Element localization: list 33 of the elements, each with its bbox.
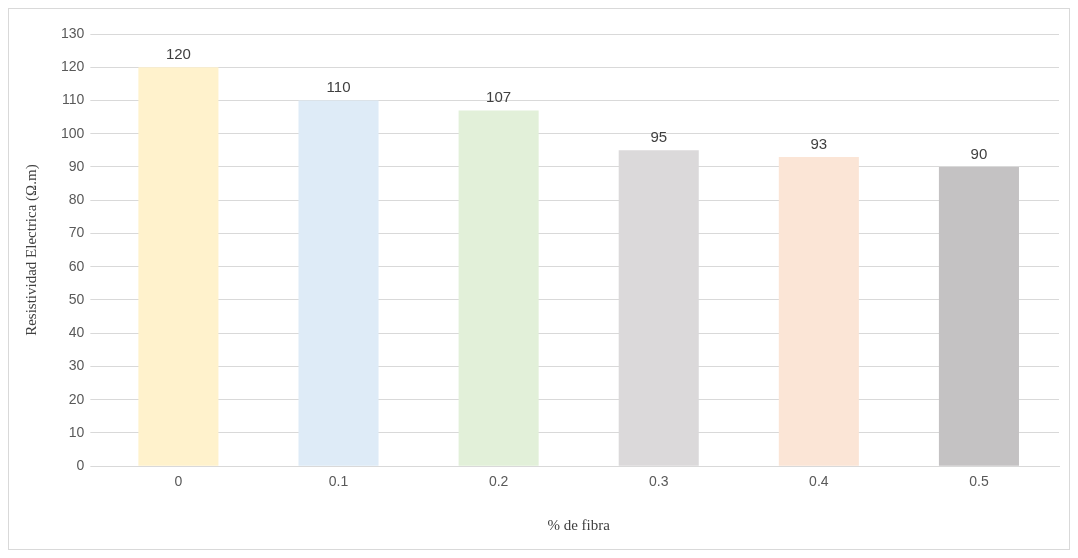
x-tick-label: 0.5 — [969, 473, 989, 490]
x-tick-label: 0 — [174, 473, 183, 490]
data-label: 107 — [486, 88, 512, 106]
data-label: 93 — [810, 134, 828, 152]
y-tick-label: 100 — [61, 124, 85, 141]
y-tick-label: 130 — [61, 24, 85, 41]
y-tick-label: 20 — [68, 390, 85, 407]
y-tick-label: 80 — [68, 191, 85, 208]
bar — [778, 157, 859, 466]
data-label: 90 — [970, 144, 988, 162]
bar — [138, 67, 219, 466]
y-tick-label: 40 — [68, 324, 85, 341]
x-tick-label: 0.1 — [328, 473, 349, 490]
y-tick-label: 120 — [61, 58, 85, 75]
bar — [458, 110, 539, 466]
x-tick-label: 0.2 — [488, 473, 509, 490]
bar — [298, 100, 379, 466]
y-tick-label: 10 — [68, 423, 85, 440]
x-tick-label: 0.3 — [649, 473, 669, 490]
y-tick-label: 30 — [68, 357, 85, 374]
y-tick-label: 50 — [68, 290, 85, 307]
y-tick-label: 0 — [76, 457, 85, 474]
x-tick-label: 0.4 — [809, 473, 829, 490]
y-tick-label: 110 — [62, 91, 85, 108]
bar — [938, 166, 1019, 466]
data-label: 120 — [165, 44, 191, 62]
y-tick-label: 90 — [68, 157, 85, 174]
x-axis-title: % de fibra — [547, 516, 611, 533]
y-axis-title: Resistividad Electrica (Ω.m) — [22, 164, 40, 336]
y-tick-label: 70 — [68, 224, 85, 241]
y-tick-label: 60 — [68, 257, 85, 274]
data-label: 95 — [650, 128, 668, 145]
data-label: 110 — [326, 78, 351, 96]
